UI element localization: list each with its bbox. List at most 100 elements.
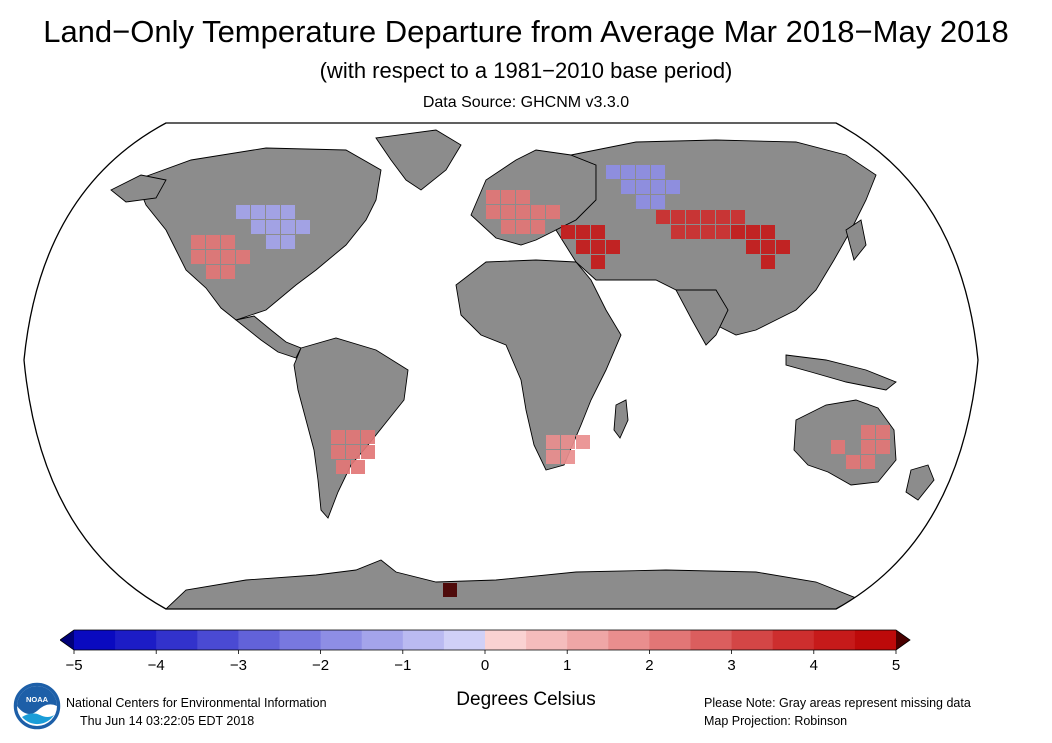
anomaly-grid-cell — [531, 205, 545, 219]
page-subtitle: (with respect to a 1981−2010 base period… — [319, 58, 733, 83]
anomaly-grid-cell — [746, 225, 760, 239]
anomaly-grid-cell — [191, 235, 205, 249]
anomaly-grid-cell — [861, 440, 875, 454]
anomaly-grid-cell — [636, 165, 650, 179]
anomaly-grid-cell — [546, 205, 560, 219]
anomaly-grid-cell — [651, 180, 665, 194]
anomaly-grid-cell — [501, 205, 515, 219]
land-south-america — [293, 337, 409, 519]
anomaly-grid-cell — [281, 235, 295, 249]
anomaly-grid-cell — [236, 205, 250, 219]
colorbar-under-arrow — [60, 630, 74, 650]
anomaly-grid-cell — [761, 240, 775, 254]
anomaly-grid-cell — [206, 250, 220, 264]
colorbar-bin — [608, 630, 650, 650]
anomaly-grid-cell — [191, 250, 205, 264]
colorbar-bin — [361, 630, 404, 650]
anomaly-grid-cell — [576, 225, 590, 239]
anomaly-grid-cell — [671, 225, 685, 239]
anomaly-grid-cell — [636, 195, 650, 209]
land-india — [675, 289, 729, 346]
colorbar-bin — [402, 630, 445, 650]
colorbar-outline — [60, 629, 911, 651]
colorbar-tick-label: 5 — [892, 657, 900, 674]
page-title: Land−Only Temperature Departure from Ave… — [43, 14, 1009, 49]
organization-label: National Centers for Environmental Infor… — [66, 696, 327, 710]
colorbar-tick-label: −5 — [65, 657, 82, 674]
anomaly-grid-cell — [656, 210, 670, 224]
anomaly-grid — [191, 165, 890, 597]
colorbar-bin — [526, 630, 568, 650]
colorbar-units-label: Degrees Celsius — [456, 689, 596, 710]
noaa-logo-icon: NOAA — [12, 681, 62, 731]
colorbar-bin — [731, 630, 774, 650]
colorbar-tick-label: −2 — [312, 657, 329, 674]
land-se-asia-islands — [785, 354, 897, 391]
anomaly-grid-cell — [561, 225, 575, 239]
anomaly-grid-cell — [746, 240, 760, 254]
anomaly-grid-cell — [221, 265, 235, 279]
anomaly-grid-cell — [606, 240, 620, 254]
anomaly-grid-cell — [221, 250, 235, 264]
colorbar-tick-label: 4 — [810, 657, 818, 674]
anomaly-grid-cell — [561, 450, 575, 464]
missing-data-note: Please Note: Gray areas represent missin… — [704, 696, 971, 710]
anomaly-grid-cell — [731, 225, 745, 239]
anomaly-grid-cell — [206, 265, 220, 279]
colorbar-bin — [320, 630, 363, 650]
colorbar-bin — [279, 630, 322, 650]
anomaly-grid-cell — [251, 205, 265, 219]
anomaly-grid-cell — [701, 210, 715, 224]
colorbar: −5 −4 −3 −2 −1 0 1 2 3 4 5 — [60, 629, 911, 674]
anomaly-grid-cell — [621, 180, 635, 194]
anomaly-grid-cell — [671, 210, 685, 224]
anomaly-grid-cell — [716, 225, 730, 239]
anomaly-grid-cell — [281, 220, 295, 234]
land-new-zealand — [905, 464, 935, 501]
anomaly-grid-cell — [266, 205, 280, 219]
anomaly-grid-cell — [443, 583, 457, 597]
world-map — [23, 122, 979, 610]
anomaly-grid-cell — [861, 425, 875, 439]
anomaly-grid-cell — [501, 220, 515, 234]
anomaly-grid-cell — [361, 445, 375, 459]
colorbar-tick-label: −1 — [394, 657, 411, 674]
colorbar-bin — [772, 630, 815, 650]
anomaly-grid-cell — [266, 220, 280, 234]
anomaly-grid-cell — [281, 205, 295, 219]
anomaly-grid-cell — [251, 220, 265, 234]
anomaly-grid-cell — [501, 190, 515, 204]
anomaly-grid-cell — [576, 435, 590, 449]
logo-text: NOAA — [26, 695, 49, 704]
anomaly-grid-cell — [576, 240, 590, 254]
anomaly-grid-cell — [546, 435, 560, 449]
colorbar-tick-label: 2 — [645, 657, 653, 674]
colorbar-bin — [443, 630, 486, 650]
anomaly-grid-cell — [876, 425, 890, 439]
colorbar-tick-label: 3 — [727, 657, 735, 674]
colorbar-tick-label: −4 — [148, 657, 165, 674]
anomaly-grid-cell — [486, 190, 500, 204]
anomaly-grid-cell — [666, 180, 680, 194]
colorbar-bin — [854, 630, 897, 650]
anomaly-grid-cell — [621, 165, 635, 179]
colorbar-tick-label: 1 — [563, 657, 571, 674]
anomaly-grid-cell — [221, 235, 235, 249]
colorbar-bin — [649, 630, 691, 650]
anomaly-grid-cell — [846, 455, 860, 469]
map-border — [23, 122, 979, 610]
colorbar-bin — [115, 630, 157, 650]
anomaly-grid-cell — [516, 190, 530, 204]
anomaly-grid-cell — [606, 165, 620, 179]
anomaly-grid-cell — [516, 205, 530, 219]
colorbar-bin — [690, 630, 733, 650]
anomaly-grid-cell — [516, 220, 530, 234]
anomaly-grid-cell — [761, 255, 775, 269]
anomaly-grid-cell — [236, 250, 250, 264]
anomaly-grid-cell — [861, 455, 875, 469]
anomaly-grid-cell — [591, 225, 605, 239]
anomaly-grid-cell — [591, 240, 605, 254]
anomaly-grid-cell — [731, 210, 745, 224]
colorbar-bin — [238, 630, 280, 650]
colorbar-over-arrow — [896, 630, 910, 650]
